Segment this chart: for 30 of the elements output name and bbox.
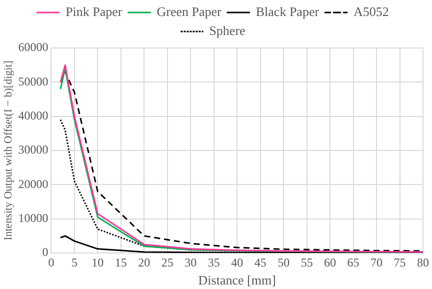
- y-tick-label: 50000: [18, 74, 48, 88]
- x-tick-label: 55: [300, 255, 313, 270]
- y-tick-label: 10000: [18, 210, 48, 225]
- x-tick-label: 70: [370, 255, 383, 270]
- x-tick-label: 5: [71, 255, 78, 270]
- y-tick-label: 30000: [18, 142, 48, 157]
- y-axis-title: Intensity Output with Offset(I − b)[digit]: [2, 60, 14, 240]
- x-tick-label: 45: [254, 255, 266, 270]
- y-tick-label: 20000: [18, 176, 48, 191]
- x-tick-label: 30: [184, 255, 197, 270]
- x-tick-label: 15: [114, 255, 127, 270]
- y-tick-label: 60000: [18, 40, 48, 54]
- x-tick-label: 40: [231, 255, 244, 270]
- legend-label: Black Paper: [256, 4, 320, 19]
- x-axis-title: Distance [mm]: [198, 272, 276, 288]
- x-tick-label: 25: [161, 255, 174, 270]
- legend-label: Pink Paper: [66, 4, 123, 19]
- x-tick-label: 65: [347, 255, 360, 270]
- x-tick-label: 20: [138, 255, 150, 270]
- x-tick-label: 75: [394, 255, 406, 270]
- y-tick-label: 40000: [18, 108, 48, 122]
- x-tick-label: 50: [278, 255, 290, 270]
- legend-label: Green Paper: [156, 4, 222, 19]
- x-tick-label: 80: [417, 255, 429, 270]
- legend-label: A5052: [354, 4, 389, 19]
- x-tick-label: 35: [208, 255, 220, 270]
- legend-label: Sphere: [209, 22, 246, 38]
- x-tick-label: 10: [92, 255, 104, 270]
- x-tick-label: 60: [324, 255, 336, 270]
- y-tick-label: 0: [42, 245, 48, 260]
